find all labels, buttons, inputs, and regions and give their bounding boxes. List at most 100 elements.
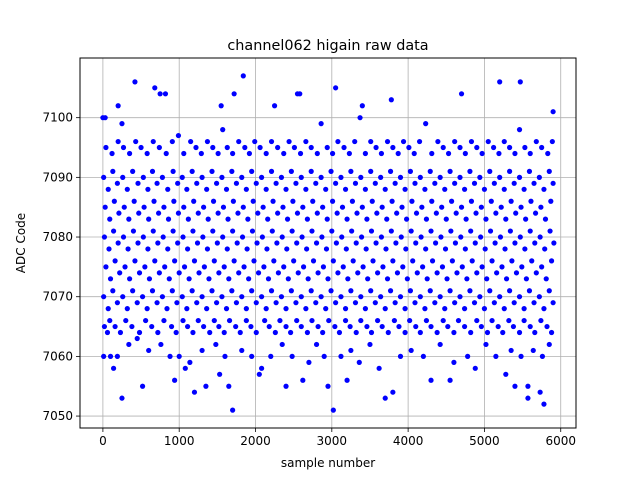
data-point	[146, 276, 153, 282]
data-point	[285, 276, 291, 282]
data-point	[293, 300, 299, 306]
data-point	[389, 198, 395, 204]
data-point	[497, 79, 503, 85]
data-point	[230, 228, 236, 234]
data-point	[146, 216, 152, 222]
data-point	[502, 246, 508, 252]
data-point	[284, 246, 290, 252]
data-point	[390, 258, 396, 264]
data-point	[294, 210, 301, 216]
data-point	[213, 180, 220, 186]
data-point	[457, 174, 463, 180]
data-point	[297, 91, 303, 97]
data-point	[199, 174, 205, 180]
data-point	[281, 264, 287, 270]
data-point	[138, 144, 144, 151]
data-point	[224, 246, 230, 252]
data-point	[273, 300, 279, 306]
data-point	[488, 198, 494, 204]
data-point	[443, 216, 449, 222]
data-point	[525, 395, 531, 401]
data-point	[233, 180, 240, 186]
data-point	[423, 246, 429, 252]
data-point	[521, 306, 527, 312]
data-point	[500, 329, 506, 336]
chart-title: channel062 higain raw data	[227, 38, 428, 54]
data-point	[342, 317, 349, 324]
data-point	[375, 317, 381, 324]
data-point	[273, 180, 279, 186]
data-point	[338, 353, 344, 359]
data-point	[487, 288, 493, 294]
data-point	[188, 138, 194, 145]
data-point	[236, 270, 242, 276]
data-point	[140, 234, 146, 240]
data-point	[329, 198, 336, 204]
data-point	[289, 353, 295, 359]
data-point	[268, 288, 275, 294]
data-point	[467, 288, 473, 294]
data-point	[121, 204, 127, 210]
x-tick-label: 3000	[317, 434, 348, 448]
data-point	[362, 306, 368, 312]
data-point	[458, 204, 465, 210]
data-point	[315, 323, 321, 330]
data-point	[342, 306, 349, 312]
data-point	[255, 210, 261, 216]
data-point	[543, 276, 549, 282]
data-point	[226, 276, 232, 282]
data-point	[264, 246, 270, 252]
data-point	[474, 317, 480, 324]
data-point	[539, 264, 545, 270]
data-point	[354, 210, 360, 216]
data-point	[243, 186, 249, 192]
data-point	[408, 228, 414, 234]
data-point	[461, 306, 468, 312]
data-point	[487, 228, 494, 234]
data-point	[252, 138, 258, 145]
data-point	[387, 168, 394, 174]
data-point	[205, 216, 211, 222]
data-point	[542, 246, 548, 252]
data-point	[310, 258, 317, 264]
data-point	[416, 138, 423, 145]
data-point	[181, 150, 187, 157]
data-point	[110, 365, 117, 371]
data-point	[478, 323, 484, 330]
data-point	[117, 329, 124, 336]
data-point	[423, 216, 430, 222]
data-point	[103, 264, 109, 270]
data-point	[523, 276, 530, 282]
data-point	[132, 79, 138, 85]
data-point	[219, 294, 225, 300]
data-point	[464, 276, 470, 282]
data-point	[413, 323, 419, 330]
data-point	[507, 228, 513, 234]
data-point	[445, 323, 451, 330]
data-point	[126, 341, 132, 348]
data-point	[474, 144, 480, 151]
data-point	[275, 210, 281, 216]
data-point	[216, 270, 222, 276]
data-point	[408, 347, 414, 354]
data-point	[175, 240, 181, 246]
data-point	[484, 276, 490, 282]
data-point	[217, 371, 223, 377]
data-point	[107, 353, 114, 359]
data-point	[478, 204, 484, 210]
x-tick-label: 2000	[240, 434, 271, 448]
data-point	[155, 240, 161, 246]
data-point	[544, 323, 550, 330]
data-point	[185, 216, 191, 222]
data-point	[240, 73, 246, 79]
data-point	[146, 347, 152, 354]
data-point	[193, 144, 199, 151]
data-point	[528, 198, 534, 204]
data-point	[518, 353, 524, 359]
data-point	[250, 198, 256, 204]
data-point	[211, 258, 217, 264]
data-point	[550, 300, 556, 306]
data-point	[516, 174, 523, 180]
data-point	[336, 329, 343, 336]
data-point	[483, 341, 489, 348]
